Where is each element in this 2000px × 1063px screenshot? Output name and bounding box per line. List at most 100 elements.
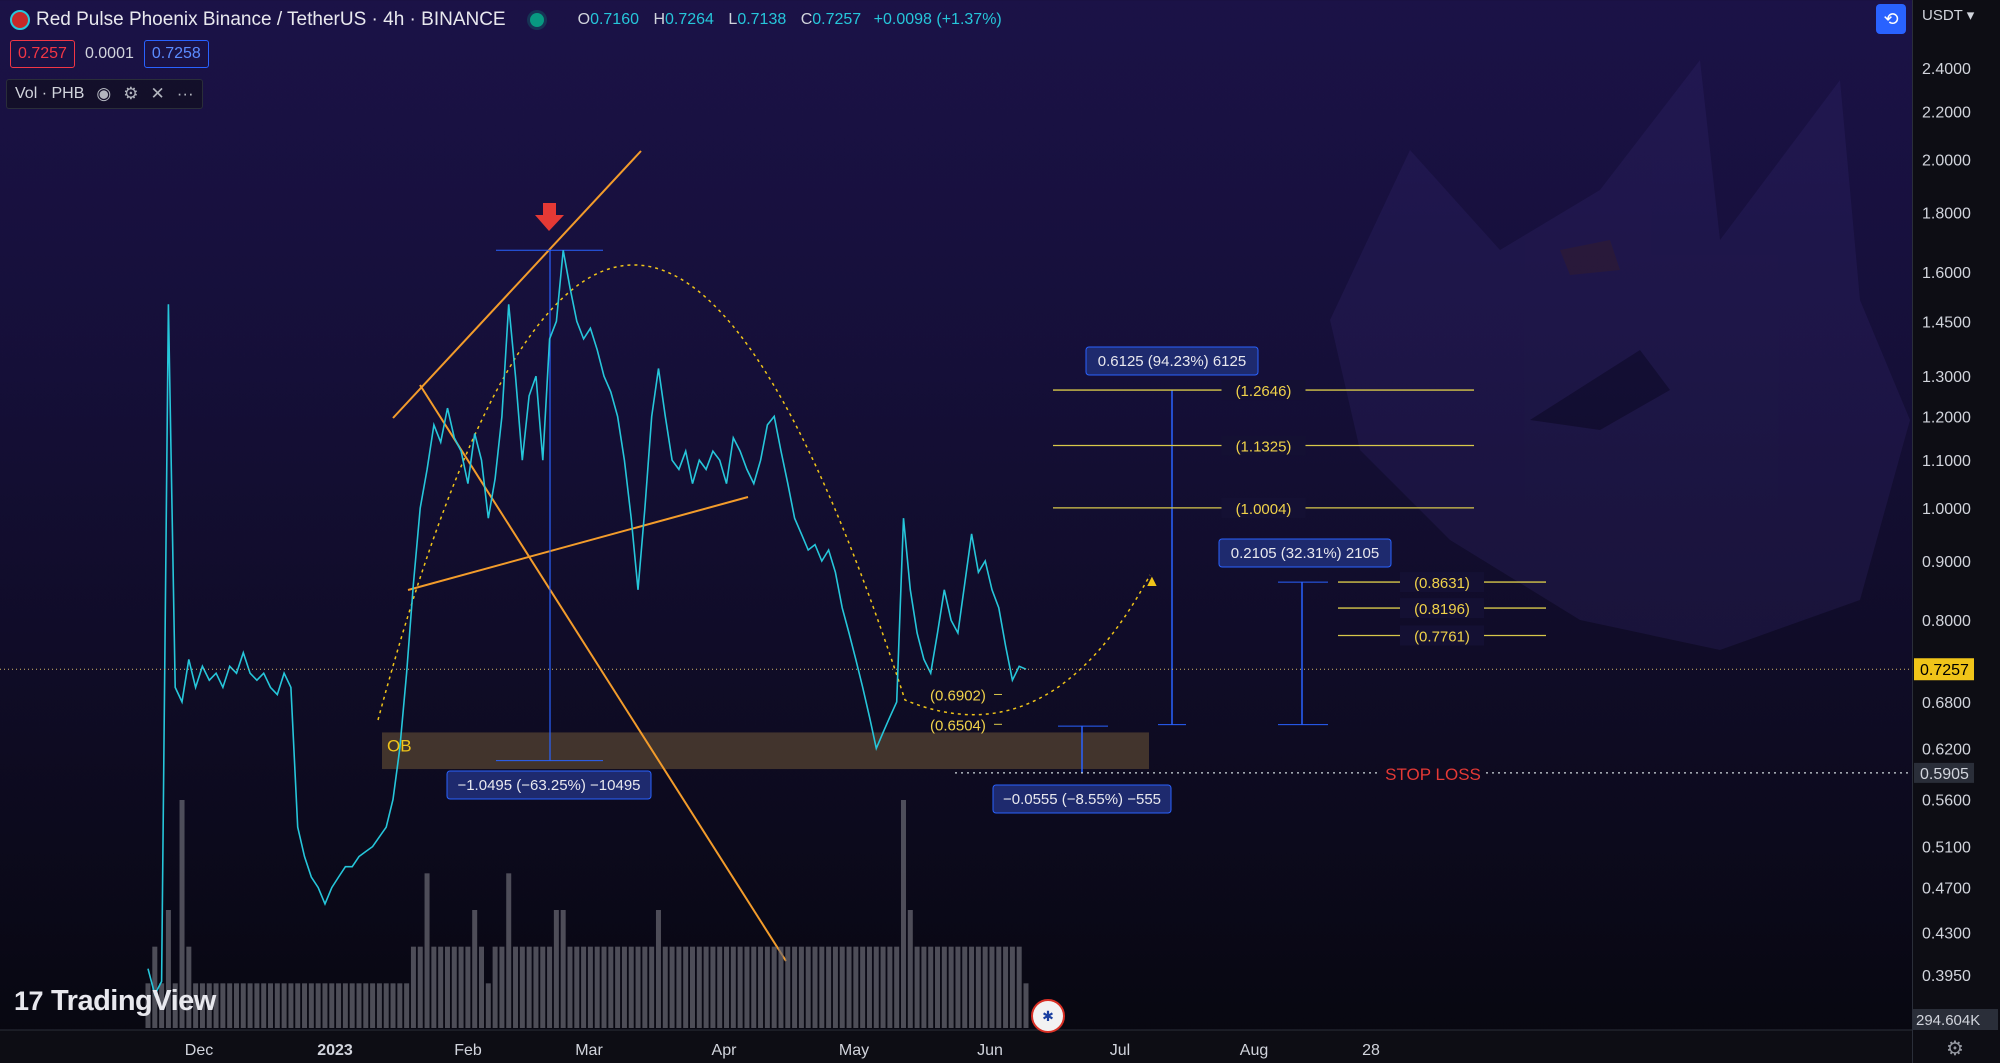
last-price-label: 0.7257 [1920, 662, 1969, 679]
gear-icon[interactable]: ⚙ [123, 84, 139, 103]
volume-bar [193, 983, 199, 1028]
fib-level-low: (0.6504) [930, 717, 986, 734]
spread-value: 0.0001 [84, 45, 134, 62]
fib-level-upper-bg [1221, 435, 1306, 456]
volume-bar [540, 946, 546, 1028]
volume-bar [751, 946, 757, 1028]
volume-bar [1009, 946, 1015, 1028]
volume-bar [519, 946, 525, 1028]
volume-bar [703, 946, 709, 1028]
volume-bar [165, 910, 171, 1028]
time-axis[interactable]: Dec 2023 Feb Mar Apr May Jun Jul Aug 28 [0, 1029, 1912, 1063]
close-label: C [800, 11, 813, 28]
x-tick-label: 2023 [317, 1042, 353, 1059]
volume-bar [771, 946, 777, 1028]
fib-level-upper: (1.1325) [1236, 439, 1292, 456]
fib-level-upper: (1.2646) [1236, 383, 1292, 400]
x-tick-label: Jul [1110, 1042, 1130, 1059]
more-icon[interactable]: ··· [176, 84, 194, 103]
volume-bar [989, 946, 995, 1028]
volume-bar [513, 946, 519, 1028]
volume-bar [295, 983, 301, 1028]
market-status-icon[interactable] [529, 13, 544, 27]
sync-icon[interactable]: ⟲ [1876, 4, 1906, 34]
change-value: +0.0098 (+1.37%) [873, 11, 1002, 28]
currency-selector[interactable]: USDT ▾ [1922, 6, 1974, 24]
volume-bar [172, 983, 178, 1028]
buy-price-button[interactable]: 0.7258 [143, 40, 209, 68]
y-tick-label: 0.4300 [1922, 925, 1971, 942]
volume-bar [247, 983, 253, 1028]
y-tick-label: 0.9000 [1922, 554, 1971, 571]
volume-bar [574, 946, 580, 1028]
sell-price-button[interactable]: 0.7257 [10, 40, 75, 68]
volume-bar [274, 983, 280, 1028]
volume-bar [798, 946, 804, 1028]
volume-bar [887, 946, 893, 1028]
volume-indicator-legend[interactable]: Vol · PHB ◉ ⚙ ✕ ··· [6, 79, 203, 109]
fib-level-upper-bg [1221, 497, 1306, 518]
flag-icon[interactable]: ✱ [1031, 999, 1065, 1033]
volume-bar [635, 946, 641, 1028]
volume-bar [826, 946, 832, 1028]
quick-trade-prices: 0.7257 0.0001 0.7258 [10, 40, 209, 68]
volume-bar [233, 983, 239, 1028]
volume-bar [832, 946, 838, 1028]
volume-bar [710, 946, 716, 1028]
order-block-label: OB [387, 736, 412, 755]
volume-bar [438, 946, 444, 1028]
y-tick-label: 0.8000 [1922, 613, 1971, 630]
tv-mark-icon: 17 [14, 986, 44, 1016]
volume-bar [975, 946, 981, 1028]
volume-bar [417, 946, 423, 1028]
volume-bar [492, 946, 498, 1028]
trendline-breakdown [419, 384, 787, 962]
volume-bar [370, 983, 376, 1028]
volume-bar [199, 983, 205, 1028]
tradingview-logo: 17 TradingView [14, 985, 216, 1018]
close-value: 0.7257 [812, 11, 862, 28]
volume-bar [1003, 946, 1009, 1028]
volume-bar [615, 946, 621, 1028]
volume-bar [696, 946, 702, 1028]
volume-bar [587, 946, 593, 1028]
fib-level-mid: (0.8196) [1414, 601, 1470, 618]
volume-bar [621, 946, 627, 1028]
volume-bar [336, 983, 342, 1028]
fib-level-upper: (1.0004) [1236, 501, 1292, 518]
volume-bar [819, 946, 825, 1028]
measure-short-label-box [1218, 538, 1392, 568]
volume-bar [662, 946, 668, 1028]
volume-bar [186, 946, 192, 1028]
y-tick-label: 0.6800 [1922, 695, 1971, 712]
measure-drop-label-box [446, 770, 652, 800]
volume-bar [608, 946, 614, 1028]
price-axis[interactable]: 2.4000 2.2000 2.0000 1.8000 1.6000 1.4500 1.30… [0, 61, 1998, 1030]
volume-bar [410, 946, 416, 1028]
eye-icon[interactable]: ◉ [96, 84, 112, 103]
fib-level-mid-bg [1400, 572, 1484, 593]
volume-bar [764, 946, 770, 1028]
volume-bar [921, 946, 927, 1028]
close-icon[interactable]: ✕ [150, 84, 165, 103]
volume-bar [907, 910, 913, 1028]
stop-loss-price-label: 0.5905 [1920, 766, 1969, 783]
settings-icon[interactable]: ⚙ [1946, 1038, 1964, 1060]
volume-bar [982, 946, 988, 1028]
volume-bar [159, 983, 165, 1028]
volume-bar [152, 946, 158, 1028]
y-tick-label: 1.3000 [1922, 369, 1971, 386]
symbol-title[interactable]: Red Pulse Phoenix Binance / TetherUS · 4… [36, 9, 506, 30]
volume-bar [594, 946, 600, 1028]
volume-bar [268, 983, 274, 1028]
fib-level-mid: (0.7761) [1414, 628, 1470, 645]
volume-bar [805, 946, 811, 1028]
volume-bar [533, 946, 539, 1028]
measure-long-label: 0.6125 (94.23%) 6125 [1098, 353, 1246, 370]
x-tick-label: May [839, 1042, 869, 1059]
volume-bar [485, 983, 491, 1028]
fib-level-mid-bg [1400, 625, 1484, 646]
volume-bar [894, 946, 900, 1028]
volume-bar [240, 983, 246, 1028]
